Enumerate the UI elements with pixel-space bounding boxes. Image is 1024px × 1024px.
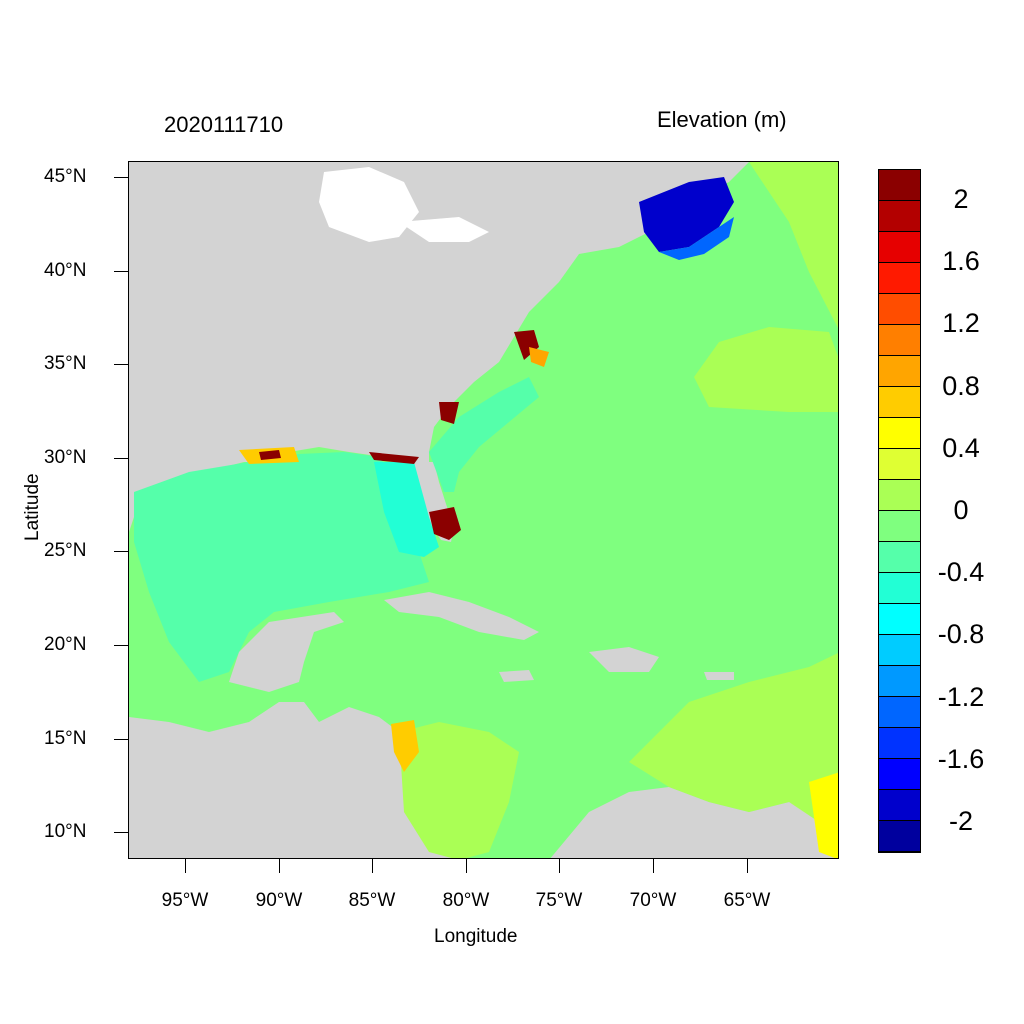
xtick-mark: [466, 859, 467, 873]
colorbar-segment: [879, 573, 920, 604]
northeast-atlantic-positive: [749, 162, 838, 329]
colorbar-segment: [879, 511, 920, 542]
colorbar-segment: [879, 170, 920, 201]
colorbar-label: -0.4: [937, 557, 985, 587]
colorbar-segment: [879, 635, 920, 666]
xtick-label: 85°W: [348, 890, 396, 911]
gulf-of-maine-low: [639, 177, 734, 252]
colorbar: [878, 169, 921, 853]
y-axis-label: Latitude: [22, 473, 43, 541]
puerto-rico-land: [704, 672, 734, 680]
colorbar-segment: [879, 325, 920, 356]
florida-west-shelf: [374, 462, 439, 557]
colorbar-segment: [879, 821, 920, 852]
colorbar-label: 0: [953, 495, 969, 525]
honduras-shelf: [399, 722, 519, 858]
colorbar-label: 1.6: [942, 246, 980, 276]
pamlico-surge: [529, 347, 549, 367]
south-america-land: [550, 743, 838, 858]
ytick-label: 15°N: [44, 728, 87, 749]
xtick-mark: [747, 859, 748, 873]
colorbar-label: 0.8: [942, 371, 980, 401]
colorbar-segment: [879, 387, 920, 418]
gulf-of-maine-edge: [659, 217, 734, 260]
timestamp-title: 2020111710: [164, 112, 284, 137]
colorbar-label: 1.2: [942, 308, 980, 338]
carolina-coast-surge: [514, 330, 539, 360]
colorbar-label: 0.4: [942, 433, 980, 463]
xtick-mark: [279, 859, 280, 873]
colorbar-segment: [879, 263, 920, 294]
xtick-label: 75°W: [535, 890, 583, 911]
colorbar-segment: [879, 697, 920, 728]
xtick-label: 90°W: [255, 890, 303, 911]
gulf-of-mexico: [134, 452, 429, 682]
hispaniola-land: [589, 647, 659, 672]
xtick-mark: [653, 859, 654, 873]
colorbar-label: -0.8: [937, 619, 985, 649]
xtick-mark: [372, 859, 373, 873]
colorbar-segment: [879, 728, 920, 759]
lake-erie-ontario: [399, 217, 489, 242]
xtick-label: 95°W: [161, 890, 209, 911]
georgia-coast-surge: [439, 402, 459, 424]
central-america-land: [129, 702, 458, 858]
colorbar-segment: [879, 790, 920, 821]
colorbar-segment: [879, 666, 920, 697]
colorbar-label: -2: [948, 806, 973, 836]
map-svg: [129, 162, 838, 858]
honduras-coast-high: [391, 720, 419, 772]
xtick-mark: [559, 859, 560, 873]
colorbar-segment: [879, 232, 920, 263]
ytick-label: 45°N: [44, 166, 87, 187]
ytick-mark: [114, 177, 128, 178]
colorbar-segment: [879, 604, 920, 635]
big-bend-surge: [369, 452, 419, 464]
ytick-mark: [114, 271, 128, 272]
ytick-mark: [114, 551, 128, 552]
north-america-land: [129, 162, 749, 532]
colorbar-label: -1.6: [937, 744, 985, 774]
ytick-label: 30°N: [44, 447, 87, 468]
cuba-land: [384, 592, 539, 640]
ytick-label: 40°N: [44, 260, 87, 281]
great-lakes: [319, 167, 419, 242]
colorbar-segment: [879, 201, 920, 232]
ytick-mark: [114, 832, 128, 833]
ytick-label: 20°N: [44, 634, 87, 655]
x-axis-label: Longitude: [434, 926, 518, 947]
colorbar-segment: [879, 449, 920, 480]
xtick-label: 80°W: [442, 890, 490, 911]
colorbar-segment: [879, 294, 920, 325]
ytick-label: 10°N: [44, 821, 87, 842]
colorbar-segment: [879, 759, 920, 790]
southeast-corner-high: [809, 772, 838, 858]
colorbar-label: -1.2: [937, 682, 985, 712]
xtick-label: 70°W: [629, 890, 677, 911]
ytick-mark: [114, 739, 128, 740]
ytick-label: 35°N: [44, 353, 87, 374]
colorbar-segment: [879, 542, 920, 573]
ytick-mark: [114, 458, 128, 459]
southeast-shelf: [429, 377, 539, 492]
atlantic-positive: [694, 327, 838, 412]
colorbar-segment: [879, 356, 920, 387]
xtick-mark: [185, 859, 186, 873]
variable-title: Elevation (m): [657, 107, 787, 132]
ytick-mark: [114, 645, 128, 646]
ytick-label: 25°N: [44, 540, 87, 561]
louisiana-surge: [259, 450, 281, 460]
colorbar-label: 2: [953, 184, 969, 214]
ytick-mark: [114, 364, 128, 365]
venezuela-shelf: [629, 652, 838, 857]
south-florida-surge: [429, 507, 461, 540]
xtick-label: 65°W: [723, 890, 771, 911]
colorbar-segment: [879, 480, 920, 511]
yucatan-land: [229, 612, 344, 692]
colorbar-segment: [879, 418, 920, 449]
map-plot: [128, 161, 839, 859]
jamaica-land: [499, 670, 534, 682]
